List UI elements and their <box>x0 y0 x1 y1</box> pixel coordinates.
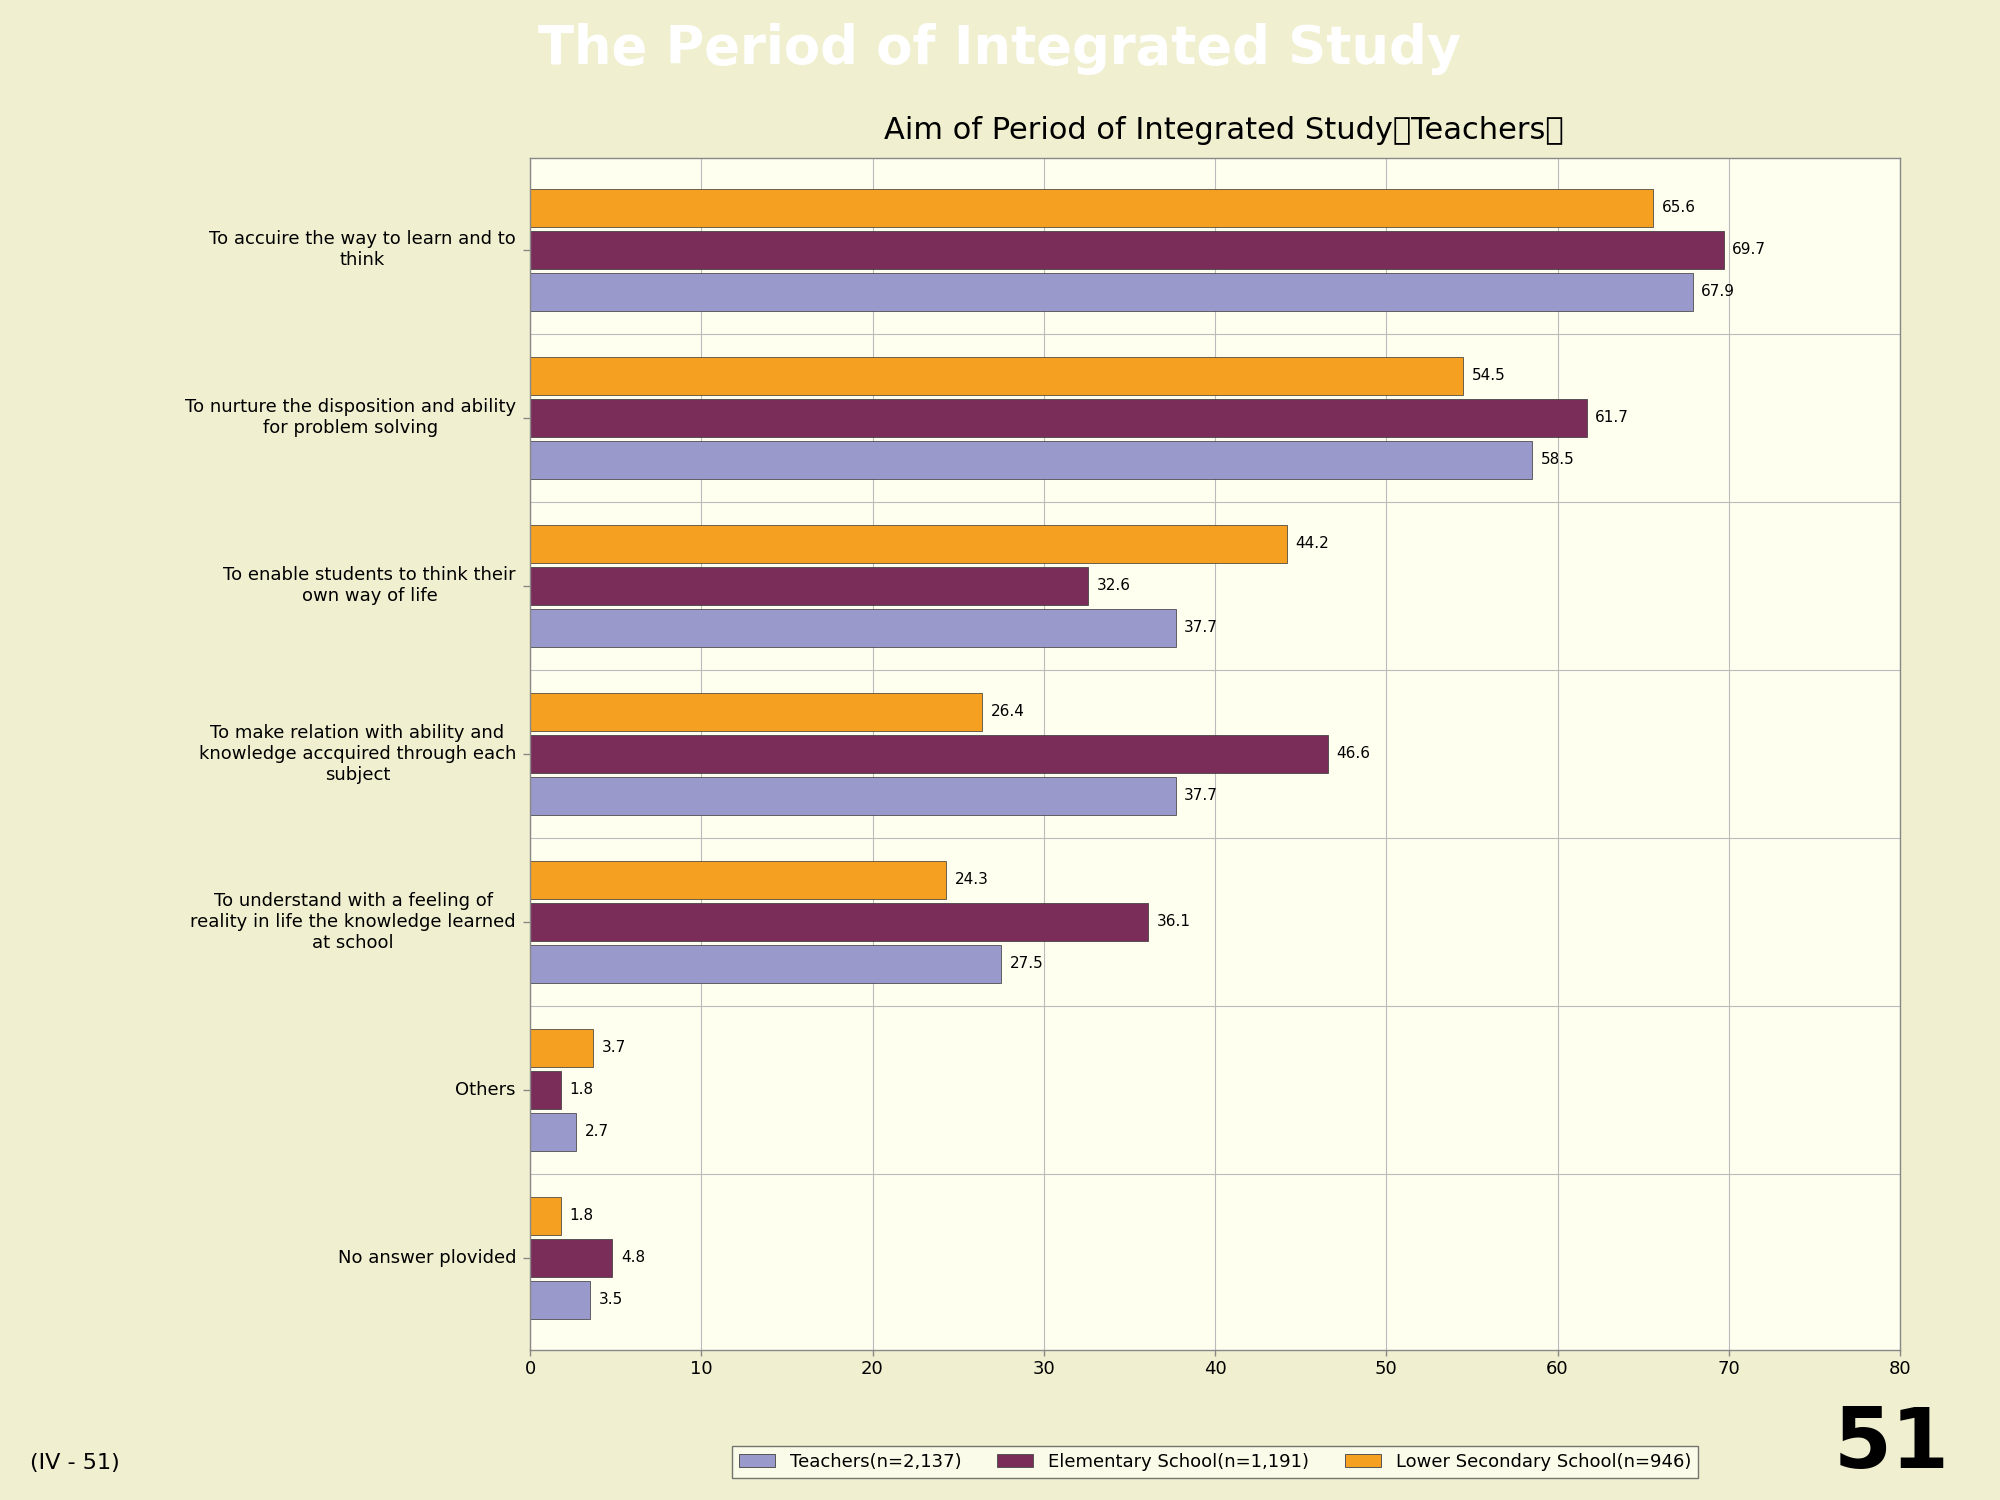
Text: To enable students to think their
own way of life: To enable students to think their own wa… <box>224 567 516 604</box>
Bar <box>530 1281 590 1318</box>
Bar <box>530 1071 560 1108</box>
Text: 2.7: 2.7 <box>584 1124 608 1138</box>
Text: The Period of Integrated Study: The Period of Integrated Study <box>538 22 1462 75</box>
Text: 67.9: 67.9 <box>1702 285 1736 300</box>
Text: 69.7: 69.7 <box>1732 243 1766 258</box>
Text: 46.6: 46.6 <box>1336 747 1370 762</box>
Text: 44.2: 44.2 <box>1296 537 1330 552</box>
Bar <box>530 609 1176 646</box>
Bar <box>530 1239 612 1276</box>
Text: 3.5: 3.5 <box>598 1292 622 1306</box>
Legend: Teachers(n=2,137), Elementary School(n=1,191), Lower Secondary School(n=946): Teachers(n=2,137), Elementary School(n=1… <box>732 1446 1698 1478</box>
Text: To nurture the disposition and ability
for problem solving: To nurture the disposition and ability f… <box>184 399 516 436</box>
Bar <box>530 1029 594 1066</box>
Text: 51: 51 <box>1834 1404 1950 1485</box>
Text: 36.1: 36.1 <box>1156 914 1190 928</box>
Text: 37.7: 37.7 <box>1184 788 1218 802</box>
Bar <box>530 231 1724 268</box>
Bar <box>530 777 1176 814</box>
Bar <box>530 567 1088 604</box>
Text: (IV - 51): (IV - 51) <box>30 1454 120 1473</box>
Bar <box>530 525 1286 562</box>
Text: 54.5: 54.5 <box>1472 369 1506 384</box>
Text: No answer plovided: No answer plovided <box>338 1248 516 1266</box>
Bar <box>530 273 1692 310</box>
Text: 26.4: 26.4 <box>990 705 1024 720</box>
Bar <box>530 861 946 898</box>
Bar <box>530 903 1148 940</box>
Text: Aim of Period of Integrated Study（Teachers）: Aim of Period of Integrated Study（Teache… <box>884 116 1564 146</box>
Text: 32.6: 32.6 <box>1096 579 1130 594</box>
Bar <box>530 1113 576 1150</box>
Bar <box>530 693 982 730</box>
Bar <box>530 357 1464 395</box>
Bar <box>530 945 1000 982</box>
Bar <box>530 399 1586 436</box>
Bar <box>530 1197 560 1234</box>
Text: To accuire the way to learn and to
think: To accuire the way to learn and to think <box>210 231 516 270</box>
Text: 37.7: 37.7 <box>1184 621 1218 636</box>
Text: 1.8: 1.8 <box>570 1208 594 1222</box>
Text: 4.8: 4.8 <box>620 1250 644 1264</box>
Bar <box>530 735 1328 772</box>
Text: 65.6: 65.6 <box>1662 201 1696 216</box>
Text: 27.5: 27.5 <box>1010 956 1044 970</box>
Bar <box>530 189 1654 226</box>
Text: 1.8: 1.8 <box>570 1082 594 1096</box>
Text: 24.3: 24.3 <box>954 871 988 886</box>
Text: Others: Others <box>456 1080 516 1098</box>
Text: 58.5: 58.5 <box>1540 453 1574 468</box>
Text: To make relation with ability and
knowledge accquired through each
subject: To make relation with ability and knowle… <box>198 724 516 783</box>
Text: 61.7: 61.7 <box>1596 411 1630 426</box>
Text: 3.7: 3.7 <box>602 1040 626 1054</box>
Bar <box>530 441 1532 479</box>
Text: To understand with a feeling of
reality in life the knowledge learned
at school: To understand with a feeling of reality … <box>190 892 516 951</box>
